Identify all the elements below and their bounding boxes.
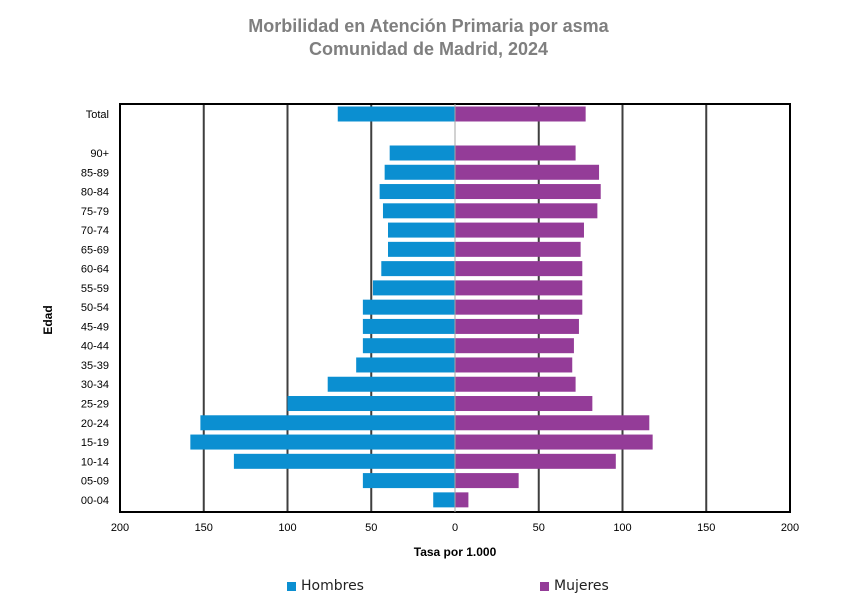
x-tick-label: 100 xyxy=(278,522,296,534)
bar-hombres-0004 xyxy=(433,492,455,508)
bar-hombres-6569 xyxy=(388,241,455,257)
bar-hombres-8084 xyxy=(379,184,455,200)
bar-mujeres-2529 xyxy=(455,396,593,412)
chart-title: Morbilidad en Atención Primaria por asma xyxy=(248,16,609,36)
bar-mujeres-4549 xyxy=(455,318,579,334)
bar-mujeres-7074 xyxy=(455,222,584,238)
legend-item-mujeres: Mujeres xyxy=(540,578,609,594)
bar-mujeres-3539 xyxy=(455,357,573,373)
legend-label-mujeres: Mujeres xyxy=(554,578,609,594)
bar-hombres-3539 xyxy=(356,357,455,373)
bar-mujeres-5054 xyxy=(455,299,583,315)
y-tick-label: 15-19 xyxy=(81,437,109,449)
bar-mujeres-3034 xyxy=(455,376,576,392)
x-tick-label: 150 xyxy=(195,522,213,534)
y-tick-label: 30-34 xyxy=(81,379,109,391)
bar-mujeres-8589 xyxy=(455,164,600,180)
bar-hombres-total xyxy=(337,106,455,122)
y-tick-label: 00-04 xyxy=(81,495,109,507)
bar-hombres-5054 xyxy=(362,299,455,315)
x-tick-label: 150 xyxy=(697,522,715,534)
bar-hombres-4549 xyxy=(362,318,455,334)
bar-mujeres-4044 xyxy=(455,338,574,354)
x-tick-label: 100 xyxy=(613,522,631,534)
legend-label-hombres: Hombres xyxy=(301,578,364,594)
x-tick-label: 200 xyxy=(111,522,129,534)
bar-mujeres-0509 xyxy=(455,473,519,489)
bar-mujeres-6569 xyxy=(455,241,581,257)
y-tick-label: 65-69 xyxy=(81,244,109,256)
bar-hombres-90 xyxy=(389,145,455,161)
legend-item-hombres: Hombres xyxy=(287,578,364,594)
bar-hombres-7074 xyxy=(388,222,455,238)
x-tick-label: 200 xyxy=(781,522,799,534)
bar-mujeres-8084 xyxy=(455,184,601,200)
bar-mujeres-0004 xyxy=(455,492,469,508)
y-tick-label: 40-44 xyxy=(81,341,109,353)
y-tick-label: 90+ xyxy=(90,148,109,160)
y-tick-label: 10-14 xyxy=(81,456,109,468)
y-tick-label: 20-24 xyxy=(81,418,109,430)
y-tick-label: 60-64 xyxy=(81,264,109,276)
bar-hombres-3034 xyxy=(327,376,455,392)
chart-subtitle: Comunidad de Madrid, 2024 xyxy=(308,39,549,59)
bar-hombres-7579 xyxy=(382,203,455,219)
bar-hombres-5559 xyxy=(372,280,455,296)
y-tick-label: 70-74 xyxy=(81,225,109,237)
x-tick-label: 0 xyxy=(452,522,458,534)
y-tick-label: 50-54 xyxy=(81,302,109,314)
x-axis-label: Tasa por 1.000 xyxy=(414,545,497,559)
x-tick-label: 50 xyxy=(365,522,377,534)
x-tick-label: 50 xyxy=(533,522,545,534)
bar-mujeres-90 xyxy=(455,145,576,161)
y-tick-label: 25-29 xyxy=(81,399,109,411)
y-tick-label: 35-39 xyxy=(81,360,109,372)
bar-hombres-1519 xyxy=(190,434,455,450)
bar-mujeres-7579 xyxy=(455,203,598,219)
bar-hombres-4044 xyxy=(362,338,455,354)
bar-hombres-2024 xyxy=(200,415,455,431)
legend-swatch-hombres xyxy=(287,581,296,591)
bar-hombres-8589 xyxy=(384,164,455,180)
y-tick-label: 80-84 xyxy=(81,187,109,199)
bar-mujeres-total xyxy=(455,106,586,122)
bar-hombres-2529 xyxy=(287,396,455,412)
y-tick-label: Total xyxy=(86,109,109,121)
y-axis-label: Edad xyxy=(41,305,55,334)
bar-hombres-0509 xyxy=(362,473,455,489)
bar-hombres-6064 xyxy=(381,261,455,277)
bar-mujeres-1519 xyxy=(455,434,653,450)
y-tick-label: 55-59 xyxy=(81,283,109,295)
bar-hombres-1014 xyxy=(233,453,455,469)
y-tick-label: 05-09 xyxy=(81,476,109,488)
legend-swatch-mujeres xyxy=(540,581,549,591)
y-tick-label: 85-89 xyxy=(81,167,109,179)
bar-mujeres-5559 xyxy=(455,280,583,296)
y-tick-label: 45-49 xyxy=(81,321,109,333)
bar-mujeres-1014 xyxy=(455,453,616,469)
bar-mujeres-2024 xyxy=(455,415,650,431)
bar-mujeres-6064 xyxy=(455,261,583,277)
y-tick-label: 75-79 xyxy=(81,206,109,218)
